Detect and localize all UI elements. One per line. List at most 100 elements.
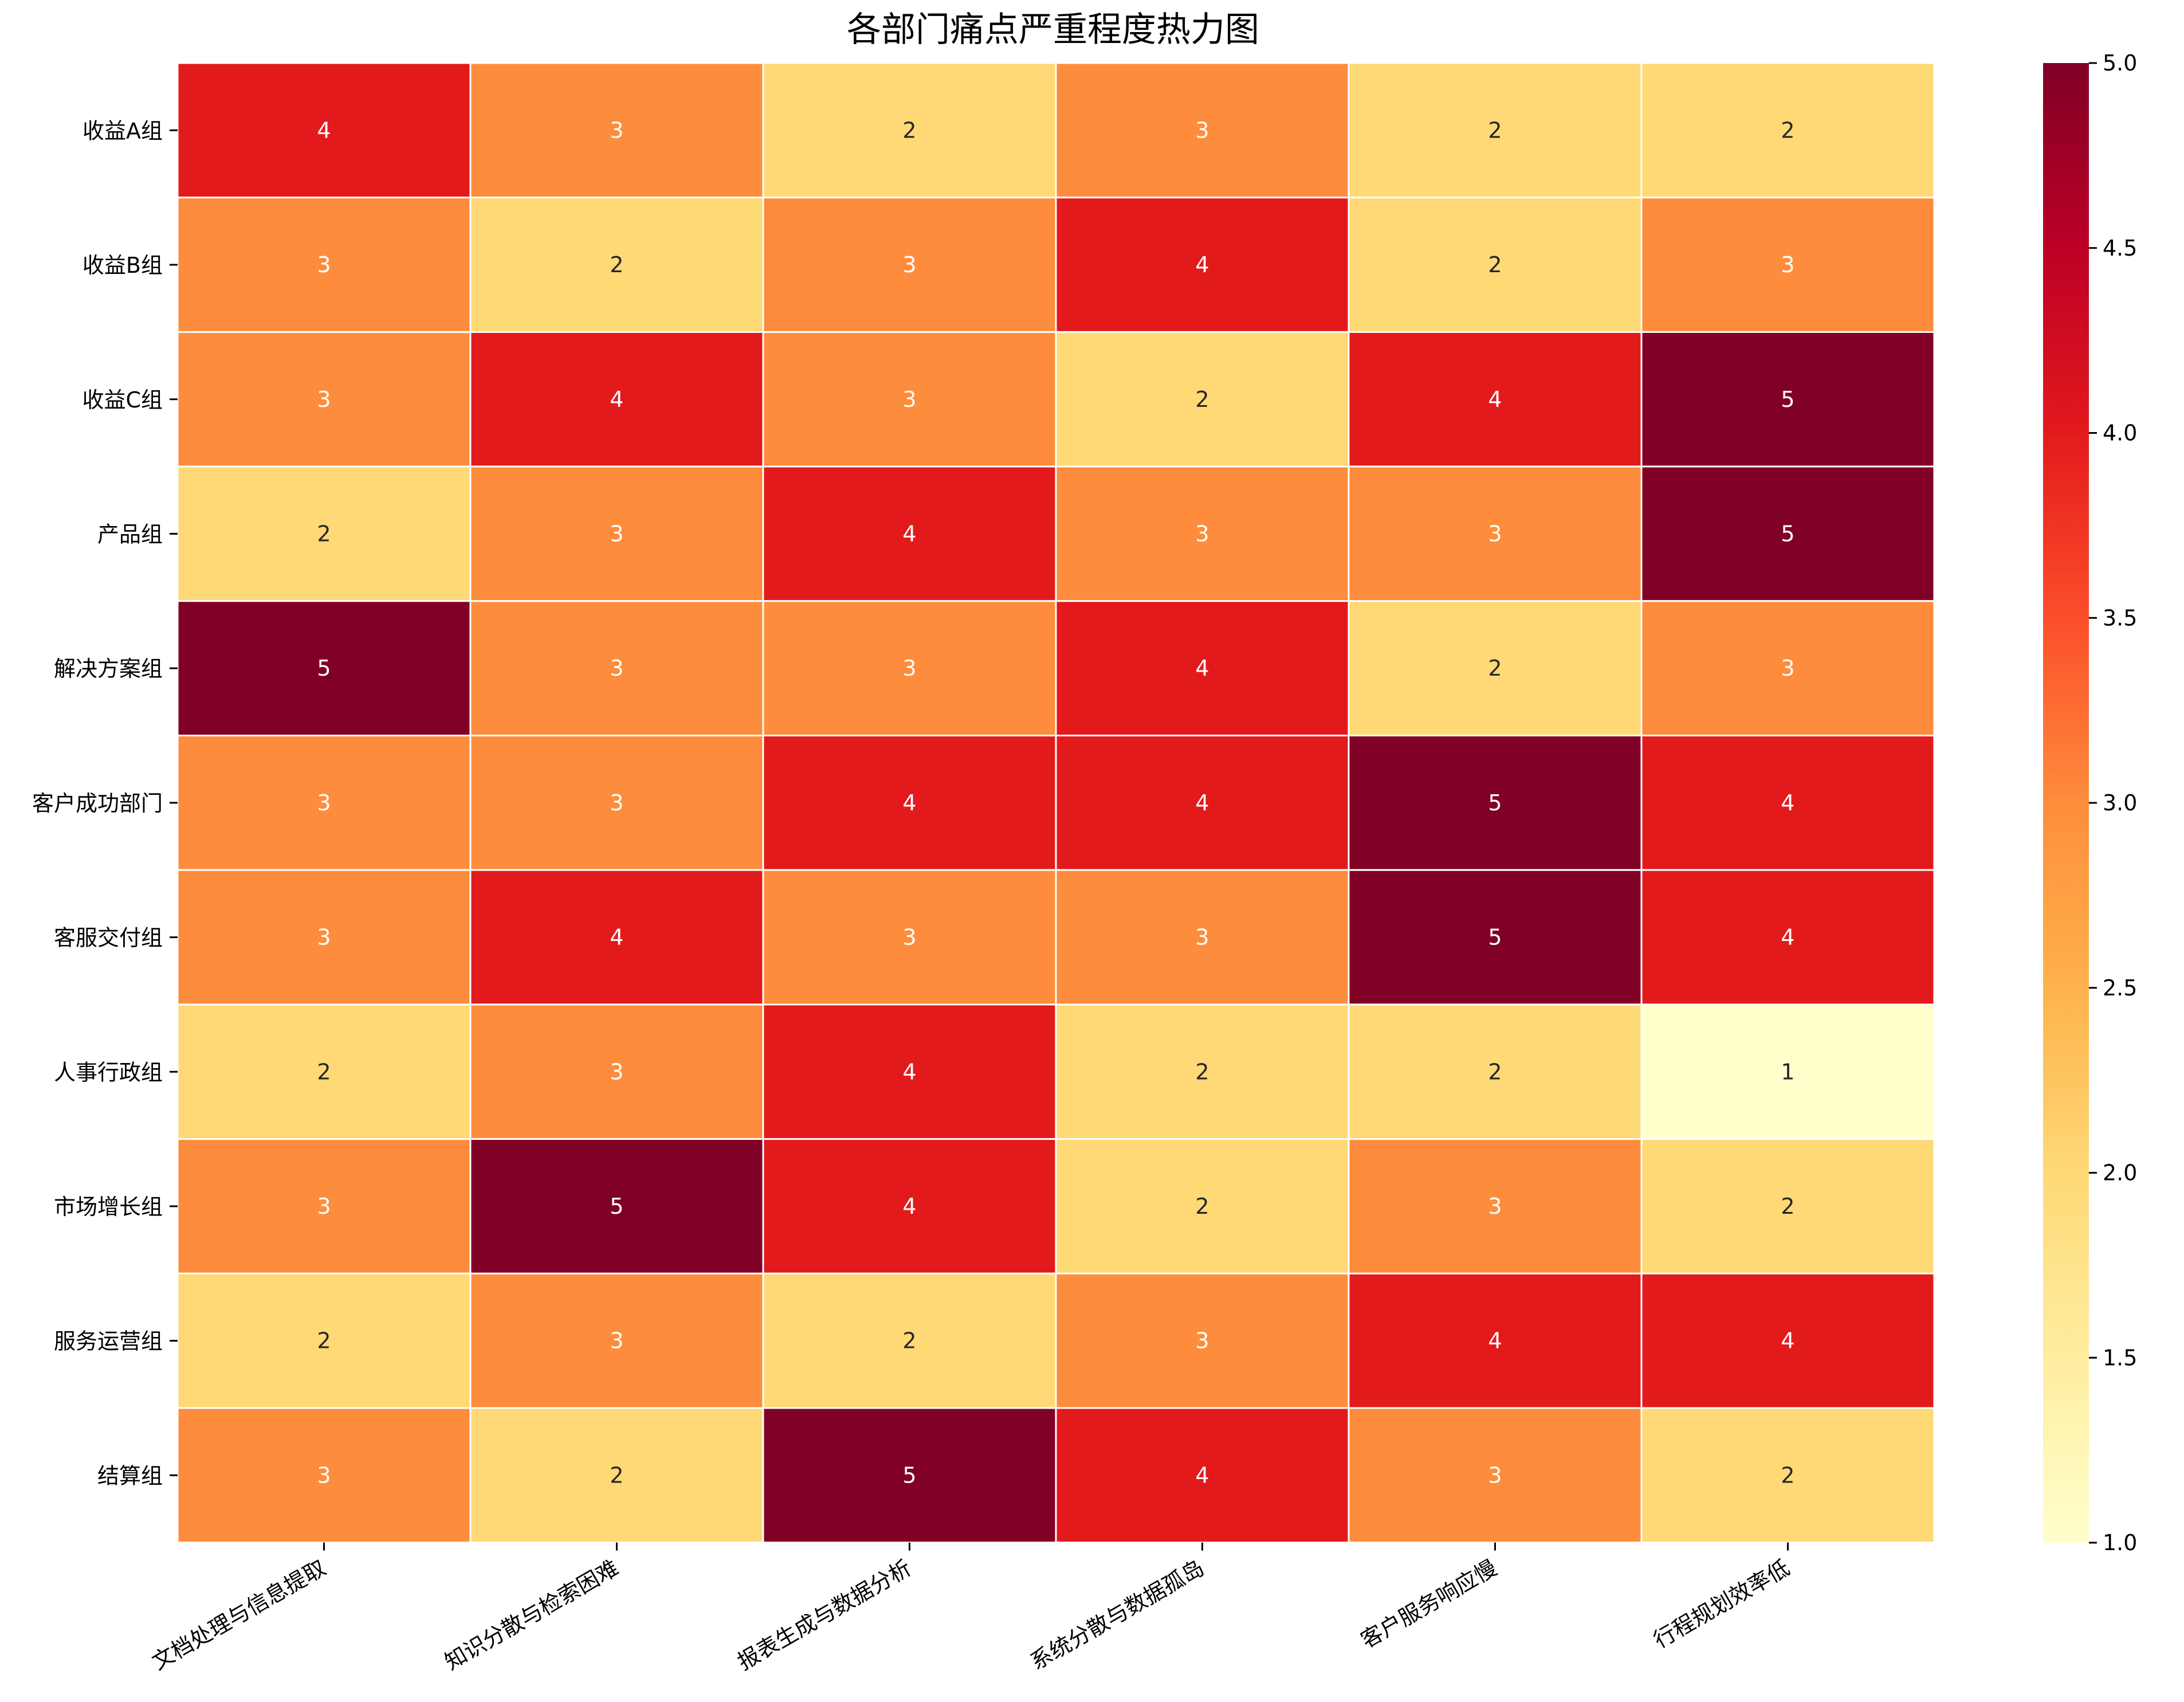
cell-value-label: 5 bbox=[1781, 387, 1794, 412]
cell-value-label: 2 bbox=[1195, 1194, 1209, 1219]
heatmap-cell bbox=[176, 465, 472, 602]
cell-value-label: 5 bbox=[610, 1194, 623, 1219]
heatmap-cell bbox=[469, 197, 764, 333]
row-label: 收益C组 bbox=[82, 387, 163, 413]
heatmap-cell bbox=[1055, 1407, 1350, 1544]
heatmap-cell bbox=[176, 1138, 472, 1274]
cell-value-label: 4 bbox=[902, 521, 916, 546]
cell-value-label: 3 bbox=[902, 252, 916, 277]
column-labels: 文档处理与信息提取 知识分散与检索困难 报表生成与数据分析 系统分散与数据孤岛 客户服务… bbox=[148, 1542, 1794, 1675]
heatmap-cell bbox=[1348, 735, 1643, 871]
heatmap-cell bbox=[762, 1003, 1057, 1140]
cell-value-label: 3 bbox=[1781, 252, 1794, 277]
colorbar-tick-label: 2.0 bbox=[2103, 1160, 2137, 1186]
cell-value-label: 3 bbox=[902, 387, 916, 412]
cell-value-label: 2 bbox=[1488, 252, 1502, 277]
heatmap-cell bbox=[469, 869, 764, 1006]
heatmap-cell bbox=[1640, 331, 1935, 468]
cell-value-label: 4 bbox=[610, 387, 623, 412]
colorbar-tick-label: 3.0 bbox=[2103, 790, 2137, 815]
cell-value-label: 3 bbox=[610, 1328, 623, 1354]
heatmap-cell bbox=[469, 465, 764, 602]
cell-value-label: 2 bbox=[1781, 1462, 1794, 1488]
heatmap-cell bbox=[1055, 62, 1350, 199]
cell-value-label: 2 bbox=[1488, 117, 1502, 143]
column-label: 行程规划效率低 bbox=[1649, 1555, 1794, 1653]
row-label: 客服交付组 bbox=[54, 925, 163, 951]
cell-value-label: 3 bbox=[1488, 1462, 1502, 1488]
cell-value-label: 4 bbox=[1195, 656, 1209, 681]
colorbar-tick-label: 3.5 bbox=[2103, 605, 2137, 630]
heatmap-cell bbox=[1640, 869, 1935, 1006]
cell-value-label: 3 bbox=[902, 925, 916, 950]
cell-value-label: 3 bbox=[317, 790, 331, 815]
heatmap-cell bbox=[1348, 1003, 1643, 1140]
cell-value-label: 3 bbox=[610, 1059, 623, 1084]
cell-value-label: 2 bbox=[902, 1328, 916, 1354]
column-label: 系统分散与数据孤岛 bbox=[1026, 1555, 1208, 1674]
cell-value-label: 3 bbox=[1195, 521, 1209, 546]
heatmap-cell bbox=[1348, 1138, 1643, 1274]
row-label: 市场增长组 bbox=[54, 1194, 163, 1219]
cell-value-label: 3 bbox=[610, 117, 623, 143]
cell-value-label: 2 bbox=[1488, 656, 1502, 681]
heatmap-cell bbox=[469, 1138, 764, 1274]
heatmap-cell bbox=[1640, 735, 1935, 871]
cell-value-label: 3 bbox=[317, 252, 331, 277]
heatmap-cell bbox=[1640, 1003, 1935, 1140]
chart-title: 各部门痛点严重程度热力图 bbox=[847, 10, 1259, 50]
heatmap-cell bbox=[176, 735, 472, 871]
cell-value-label: 3 bbox=[1195, 1328, 1209, 1354]
heatmap-cell bbox=[1348, 1272, 1643, 1409]
heatmap-cell bbox=[469, 62, 764, 199]
heatmap-cell bbox=[1348, 600, 1643, 737]
row-label: 服务运营组 bbox=[54, 1329, 163, 1354]
heatmap-cell bbox=[1055, 197, 1350, 333]
row-label: 人事行政组 bbox=[54, 1060, 163, 1085]
colorbar-tick-label: 2.5 bbox=[2103, 975, 2137, 1001]
heatmap-cell bbox=[1348, 465, 1643, 602]
cell-value-label: 2 bbox=[1195, 387, 1209, 412]
cell-value-label: 4 bbox=[1488, 1328, 1502, 1354]
colorbar-tick-label: 1.0 bbox=[2103, 1530, 2137, 1555]
cell-value-label: 3 bbox=[317, 1194, 331, 1219]
row-label: 结算组 bbox=[97, 1463, 163, 1488]
cell-value-label: 3 bbox=[317, 1462, 331, 1488]
cell-value-label: 2 bbox=[317, 1059, 331, 1084]
row-label: 客户成功部门 bbox=[32, 791, 163, 816]
heatmap-cell bbox=[176, 1003, 472, 1140]
cell-value-label: 2 bbox=[610, 1462, 623, 1488]
column-label: 知识分散与检索困难 bbox=[441, 1555, 623, 1674]
cell-value-label: 2 bbox=[317, 521, 331, 546]
cell-value-label: 4 bbox=[902, 1194, 916, 1219]
heatmap-cell bbox=[176, 600, 472, 737]
column-label: 客户服务响应慢 bbox=[1357, 1555, 1501, 1653]
colorbar-tick-label: 4.5 bbox=[2103, 236, 2137, 261]
heatmap-cell bbox=[176, 1407, 472, 1544]
heatmap-cell bbox=[1640, 600, 1935, 737]
heatmap-cell bbox=[1055, 465, 1350, 602]
cell-value-label: 5 bbox=[317, 656, 331, 681]
heatmap-cell bbox=[762, 62, 1057, 199]
heatmap-cell bbox=[176, 1272, 472, 1409]
row-labels: 收益A组收益B组收益C组产品组解决方案组客户成功部门客服交付组人事行政组市场增长… bbox=[32, 118, 178, 1488]
heatmap-cell bbox=[762, 1138, 1057, 1274]
cell-value-label: 3 bbox=[610, 790, 623, 815]
heatmap-cell bbox=[469, 1407, 764, 1544]
row-label: 产品组 bbox=[97, 521, 163, 547]
cell-value-label: 2 bbox=[317, 1328, 331, 1354]
heatmap-cell bbox=[176, 869, 472, 1006]
cell-value-label: 4 bbox=[1195, 1462, 1209, 1488]
heatmap-cell bbox=[1640, 1138, 1935, 1274]
cell-value-label: 4 bbox=[610, 925, 623, 950]
cell-value-label: 3 bbox=[1488, 521, 1502, 546]
cell-value-label: 4 bbox=[1195, 252, 1209, 277]
cell-value-label: 3 bbox=[1488, 1194, 1502, 1219]
heatmap-cell bbox=[176, 62, 472, 199]
cell-value-label: 5 bbox=[1488, 790, 1502, 815]
cell-value-label: 5 bbox=[1781, 521, 1794, 546]
cell-value-label: 4 bbox=[1781, 1328, 1794, 1354]
colorbar-tick-label: 4.0 bbox=[2103, 421, 2137, 446]
heatmap-cell bbox=[469, 331, 764, 468]
cell-value-label: 4 bbox=[1781, 925, 1794, 950]
